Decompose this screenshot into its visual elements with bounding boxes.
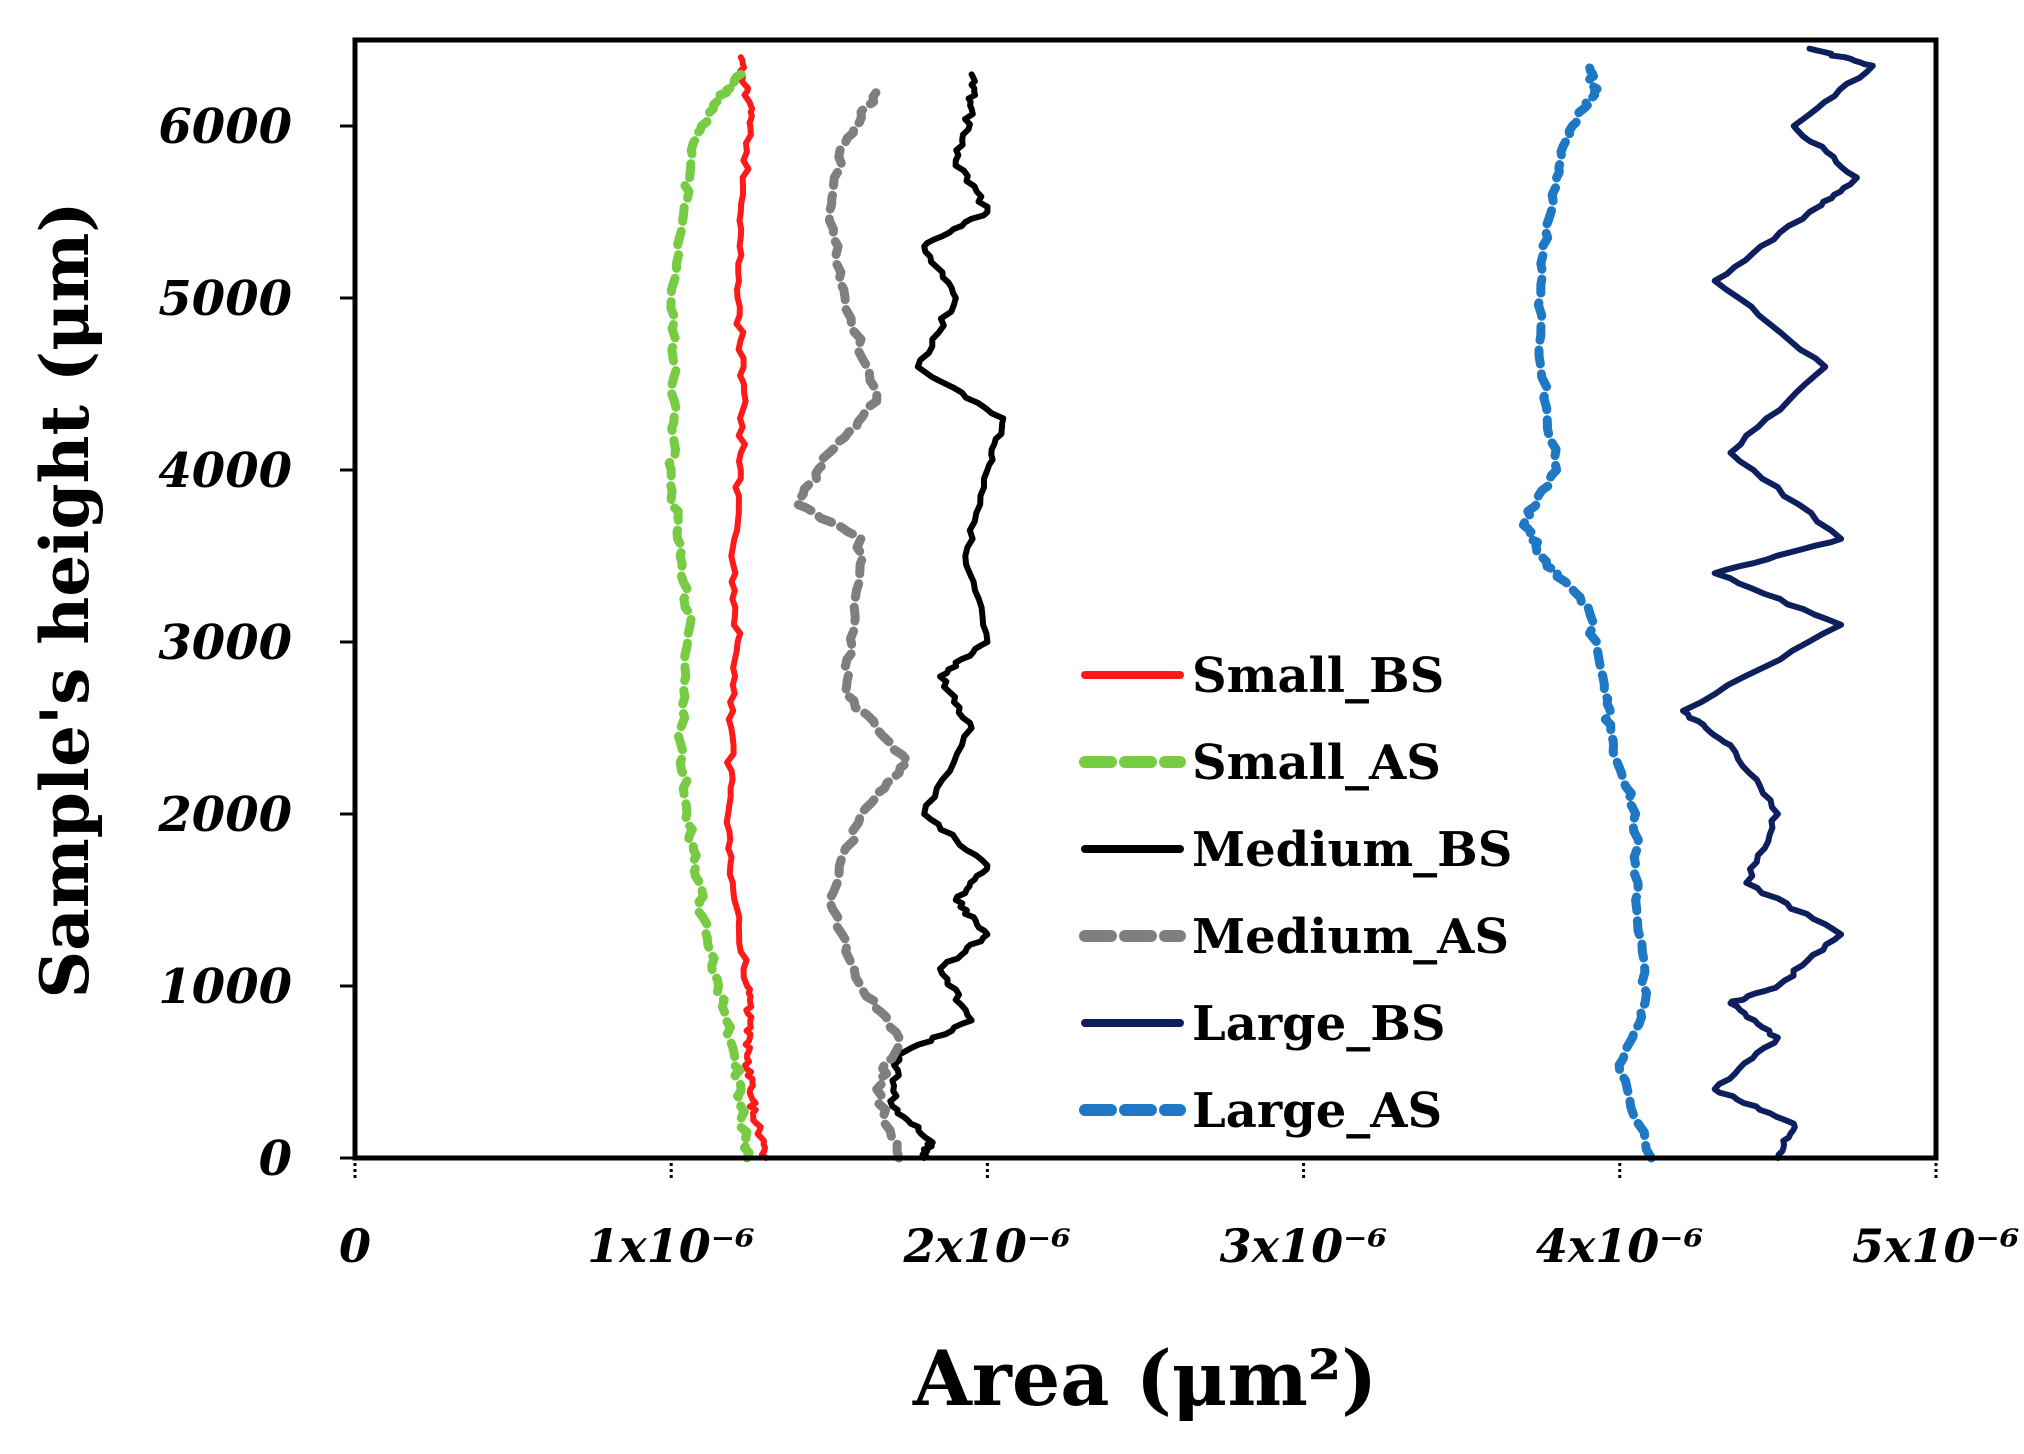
- y-tick-label: 4000: [158, 443, 292, 499]
- x-tick-label: 1x10⁻⁶: [587, 1219, 755, 1273]
- y-tick-label: 3000: [158, 615, 292, 671]
- legend: Small_BS Small_AS Medium_BS Medium_AS Large_…: [1079, 648, 1512, 1139]
- x-axis: 0 1x10⁻⁶ 2x10⁻⁶ 3x10⁻⁶ 4x10⁻⁶ 5x10⁻⁶: [339, 1163, 2020, 1273]
- x-tick-label: 0: [339, 1219, 371, 1273]
- series-line-small-as: [664, 69, 754, 1163]
- y-axis: 0 1000 2000 3000 4000 5000 6000: [157, 99, 355, 1187]
- y-tick-label: 0: [259, 1131, 292, 1187]
- y-tick-label: 1000: [158, 959, 292, 1015]
- y-tick-label: 6000: [158, 99, 292, 155]
- legend-label-medium-as: Medium_AS: [1192, 909, 1509, 965]
- legend-label-small-bs: Small_BS: [1192, 648, 1444, 704]
- x-axis-title: Area (μm²): [912, 1334, 1377, 1423]
- x-tick-label: 2x10⁻⁶: [902, 1219, 1071, 1273]
- series-line-large-bs: [1680, 45, 1876, 1161]
- plot-frame: [352, 37, 1939, 1161]
- legend-label-medium-bs: Medium_BS: [1192, 822, 1512, 878]
- series-layer: [664, 45, 1876, 1163]
- x-tick-label: 3x10⁻⁶: [1220, 1219, 1388, 1273]
- x-tick-label: 5x10⁻⁶: [1852, 1219, 2020, 1273]
- legend-label-large-bs: Large_BS: [1192, 996, 1445, 1052]
- legend-label-large-as: Large_AS: [1192, 1083, 1442, 1139]
- series-line-small-bs: [723, 54, 770, 1161]
- x-tick-label: 4x10⁻⁶: [1536, 1219, 1704, 1273]
- series-line-medium-bs: [887, 71, 1007, 1161]
- legend-label-small-as: Small_AS: [1192, 735, 1441, 791]
- y-axis-title: Sample's height (μm): [26, 201, 104, 998]
- series-line-medium-as: [793, 87, 913, 1163]
- y-tick-label: 5000: [158, 271, 292, 327]
- y-tick-label: 2000: [157, 787, 292, 843]
- series-line-large-as: [1519, 61, 1656, 1163]
